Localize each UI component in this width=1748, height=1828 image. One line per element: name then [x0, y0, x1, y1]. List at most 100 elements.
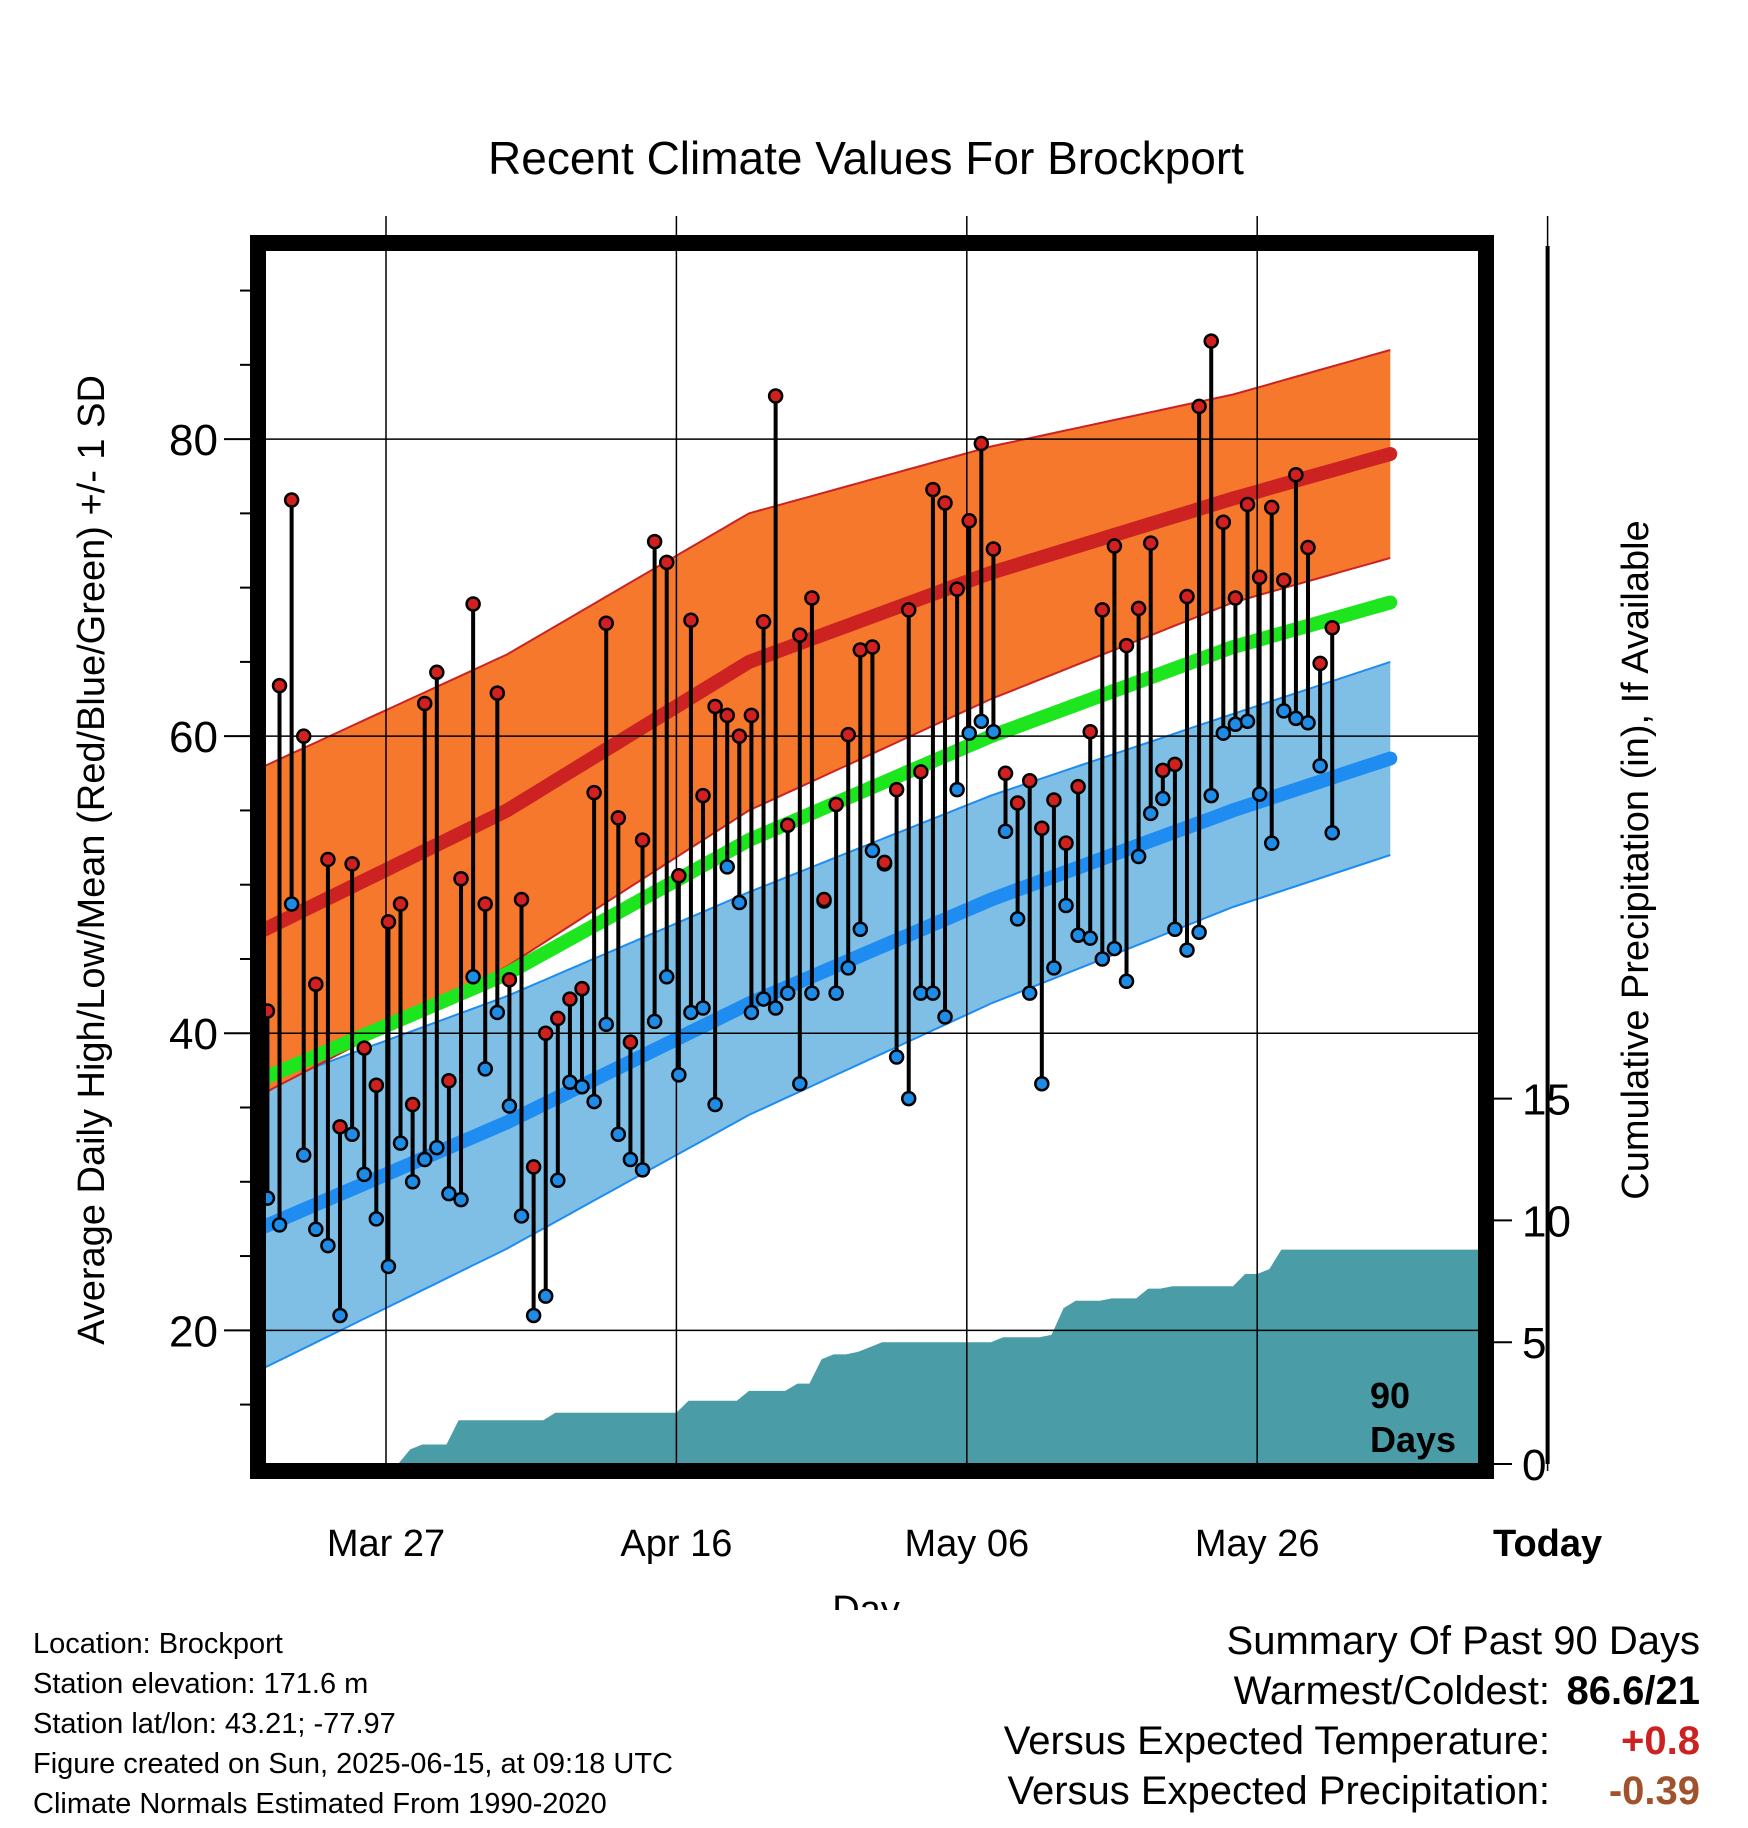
y2-tick-label: 10: [1522, 1197, 1571, 1246]
y2-tick-label: 15: [1522, 1076, 1571, 1125]
y2-tick-label: 5: [1522, 1319, 1546, 1368]
daily-low-point: [937, 1009, 953, 1025]
daily-low-point: [622, 1151, 639, 1168]
daily-high-point: [308, 976, 324, 992]
axes: 20 40 60 80 0 5 10 15 Mar 27 Apr 16 May 06 May 26 To…: [169, 289, 1602, 1565]
daily-low-point: [671, 1067, 687, 1083]
precip-value: -0.39: [1608, 1769, 1700, 1813]
daily-low-point: [1167, 921, 1183, 938]
daily-low-point: [997, 823, 1014, 839]
daily-low-point: [404, 1174, 421, 1190]
high-sd-band-upper-edge: [265, 349, 1391, 768]
daily-low-point: [949, 781, 965, 798]
daily-low-point: [574, 1078, 590, 1095]
daily-low-point: [1203, 787, 1219, 804]
daily-low-point: [1215, 725, 1232, 741]
daily-low-point: [465, 969, 481, 985]
location-text: Location: Brockport: [33, 1628, 283, 1660]
daily-high-point: [719, 707, 735, 724]
daily-high-point: [828, 796, 844, 813]
daily-low-point: [888, 1049, 905, 1065]
daily-low-point: [767, 1000, 784, 1016]
daily-low-point: [1021, 985, 1038, 1001]
daily-high-point: [816, 891, 832, 908]
temp-label: Versus Expected Temperature:: [1003, 1719, 1550, 1763]
daily-low-point: [973, 713, 990, 730]
daily-low-point: [271, 1217, 288, 1233]
daily-low-point: [332, 1307, 348, 1324]
daily-high-point: [876, 854, 893, 871]
daily-high-point: [1070, 778, 1086, 795]
daily-low-point: [501, 1098, 518, 1114]
daily-low-point: [804, 985, 820, 1001]
daily-low-point: [828, 985, 844, 1001]
low-sd-band-upper-edge: [265, 660, 1391, 1087]
climate-chart: Recent Climate Values For Brockport 20 40…: [71, 132, 1657, 1610]
daily-high-point: [368, 1077, 385, 1093]
temp-value: +0.8: [1621, 1719, 1700, 1763]
daily-high-point: [755, 614, 772, 630]
daily-high-point: [550, 1010, 566, 1027]
daily-high-point: [864, 639, 881, 655]
daily-low-point: [295, 1147, 312, 1163]
daily-high-point: [320, 851, 336, 868]
daily-high-point: [1191, 398, 1207, 415]
daily-high-point: [1106, 538, 1123, 554]
daily-low-point: [1046, 960, 1062, 976]
temp-row: Versus Expected Temperature: +0.8: [1004, 1716, 1700, 1766]
precip-row: Versus Expected Precipitation: -0.39: [1004, 1766, 1700, 1816]
daily-high-point: [1142, 535, 1159, 551]
x-tick-label: May 06: [904, 1523, 1029, 1565]
daily-high-point: [416, 695, 433, 712]
daily-low-point: [792, 1075, 808, 1092]
daily-low-point: [1239, 713, 1256, 730]
daily-low-point: [489, 1004, 506, 1021]
daily-low-point: [1312, 758, 1328, 774]
today-label-line2: Days: [1370, 1419, 1456, 1460]
daily-high-point: [380, 914, 397, 930]
daily-low-point: [719, 859, 735, 875]
daily-high-point: [1215, 514, 1232, 531]
station-info: Location: Brockport Station elevation: 1…: [33, 1624, 673, 1824]
daily-low-point: [864, 842, 881, 859]
daily-high-point: [1288, 466, 1304, 483]
daily-high-point: [574, 980, 590, 997]
daily-high-point: [707, 698, 723, 715]
daily-low-point: [961, 725, 977, 741]
daily-low-point: [840, 960, 856, 976]
daily-low-point: [537, 1288, 554, 1304]
daily-low-point: [985, 723, 1002, 740]
daily-high-point: [973, 435, 990, 452]
daily-low-point: [1300, 715, 1316, 731]
warmest-value: 86.6/21: [1566, 1669, 1700, 1713]
y-tick-label: 20: [169, 1307, 218, 1356]
daily-high-point: [767, 388, 784, 404]
daily-low-point: [755, 991, 772, 1007]
daily-low-point: [1155, 790, 1171, 807]
y-axis-label: Average Daily High/Low/Mean (Red/Blue/Gr…: [71, 375, 113, 1345]
normals-text: Climate Normals Estimated From 1990-2020: [33, 1788, 607, 1820]
y2-tick-label: 0: [1522, 1441, 1546, 1490]
daily-high-point: [525, 1159, 542, 1175]
daily-low-point: [743, 1004, 760, 1021]
daily-high-point: [1263, 499, 1280, 516]
y-tick-label: 60: [169, 713, 218, 762]
daily-high-point: [441, 1073, 457, 1089]
x-tick-label: Today: [1493, 1523, 1602, 1565]
daily-high-point: [1082, 723, 1098, 740]
daily-low-point: [1276, 703, 1292, 719]
x-axis-label: Day: [832, 1589, 900, 1610]
daily-high-point: [695, 787, 711, 804]
daily-high-point: [985, 541, 1002, 557]
daily-high-point: [1167, 756, 1183, 773]
daily-low-point: [1118, 973, 1135, 990]
warmest-label: Warmest/Coldest:: [1233, 1669, 1550, 1713]
daily-high-point: [1276, 572, 1292, 588]
x-tick-label: Mar 27: [327, 1523, 445, 1565]
daily-high-point: [658, 554, 675, 571]
daily-low-point: [731, 894, 748, 911]
mean-normal-line: [265, 595, 1398, 1086]
warmest-row: Warmest/Coldest: 86.6/21: [1004, 1666, 1700, 1716]
latlon-text: Station lat/lon: 43.21; -77.97: [33, 1708, 396, 1740]
daily-high-point: [1118, 637, 1135, 654]
